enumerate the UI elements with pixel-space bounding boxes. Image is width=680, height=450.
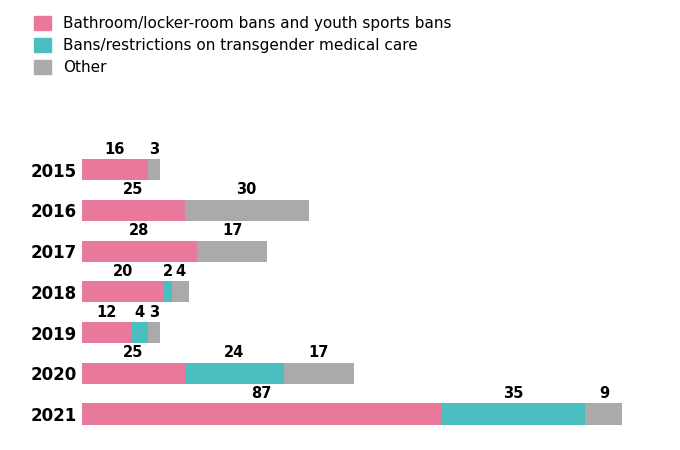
Text: 35: 35 (503, 386, 523, 401)
Text: 4: 4 (175, 264, 186, 279)
Text: 20: 20 (113, 264, 133, 279)
Bar (173, 281, 189, 302)
Bar (441, 404, 585, 425)
Bar (148, 159, 160, 180)
Legend: Bathroom/locker-room bans and youth sports bans, Bans/restrictions on transgende: Bathroom/locker-room bans and youth spor… (34, 16, 452, 75)
Text: 17: 17 (222, 223, 243, 238)
Text: 4: 4 (135, 305, 144, 320)
Text: 87: 87 (251, 386, 271, 401)
Bar (82, 281, 164, 302)
Text: 9: 9 (599, 386, 609, 401)
Bar (82, 363, 185, 384)
Bar (148, 322, 160, 343)
Bar (185, 200, 309, 221)
Bar (82, 240, 197, 262)
Text: 30: 30 (237, 182, 257, 198)
Bar (82, 159, 148, 180)
Text: 16: 16 (105, 142, 125, 157)
Text: 17: 17 (309, 345, 329, 360)
Bar (131, 322, 148, 343)
Bar (164, 281, 173, 302)
Text: 3: 3 (149, 142, 159, 157)
Text: 25: 25 (123, 182, 143, 198)
Bar (82, 200, 185, 221)
Bar (585, 404, 622, 425)
Bar (82, 404, 441, 425)
Bar (284, 363, 354, 384)
Bar (82, 322, 131, 343)
Text: 24: 24 (224, 345, 245, 360)
Text: 2: 2 (163, 264, 173, 279)
Text: 28: 28 (129, 223, 150, 238)
Bar (197, 240, 267, 262)
Bar (185, 363, 284, 384)
Text: 12: 12 (96, 305, 116, 320)
Text: 3: 3 (149, 305, 159, 320)
Text: 25: 25 (123, 345, 143, 360)
